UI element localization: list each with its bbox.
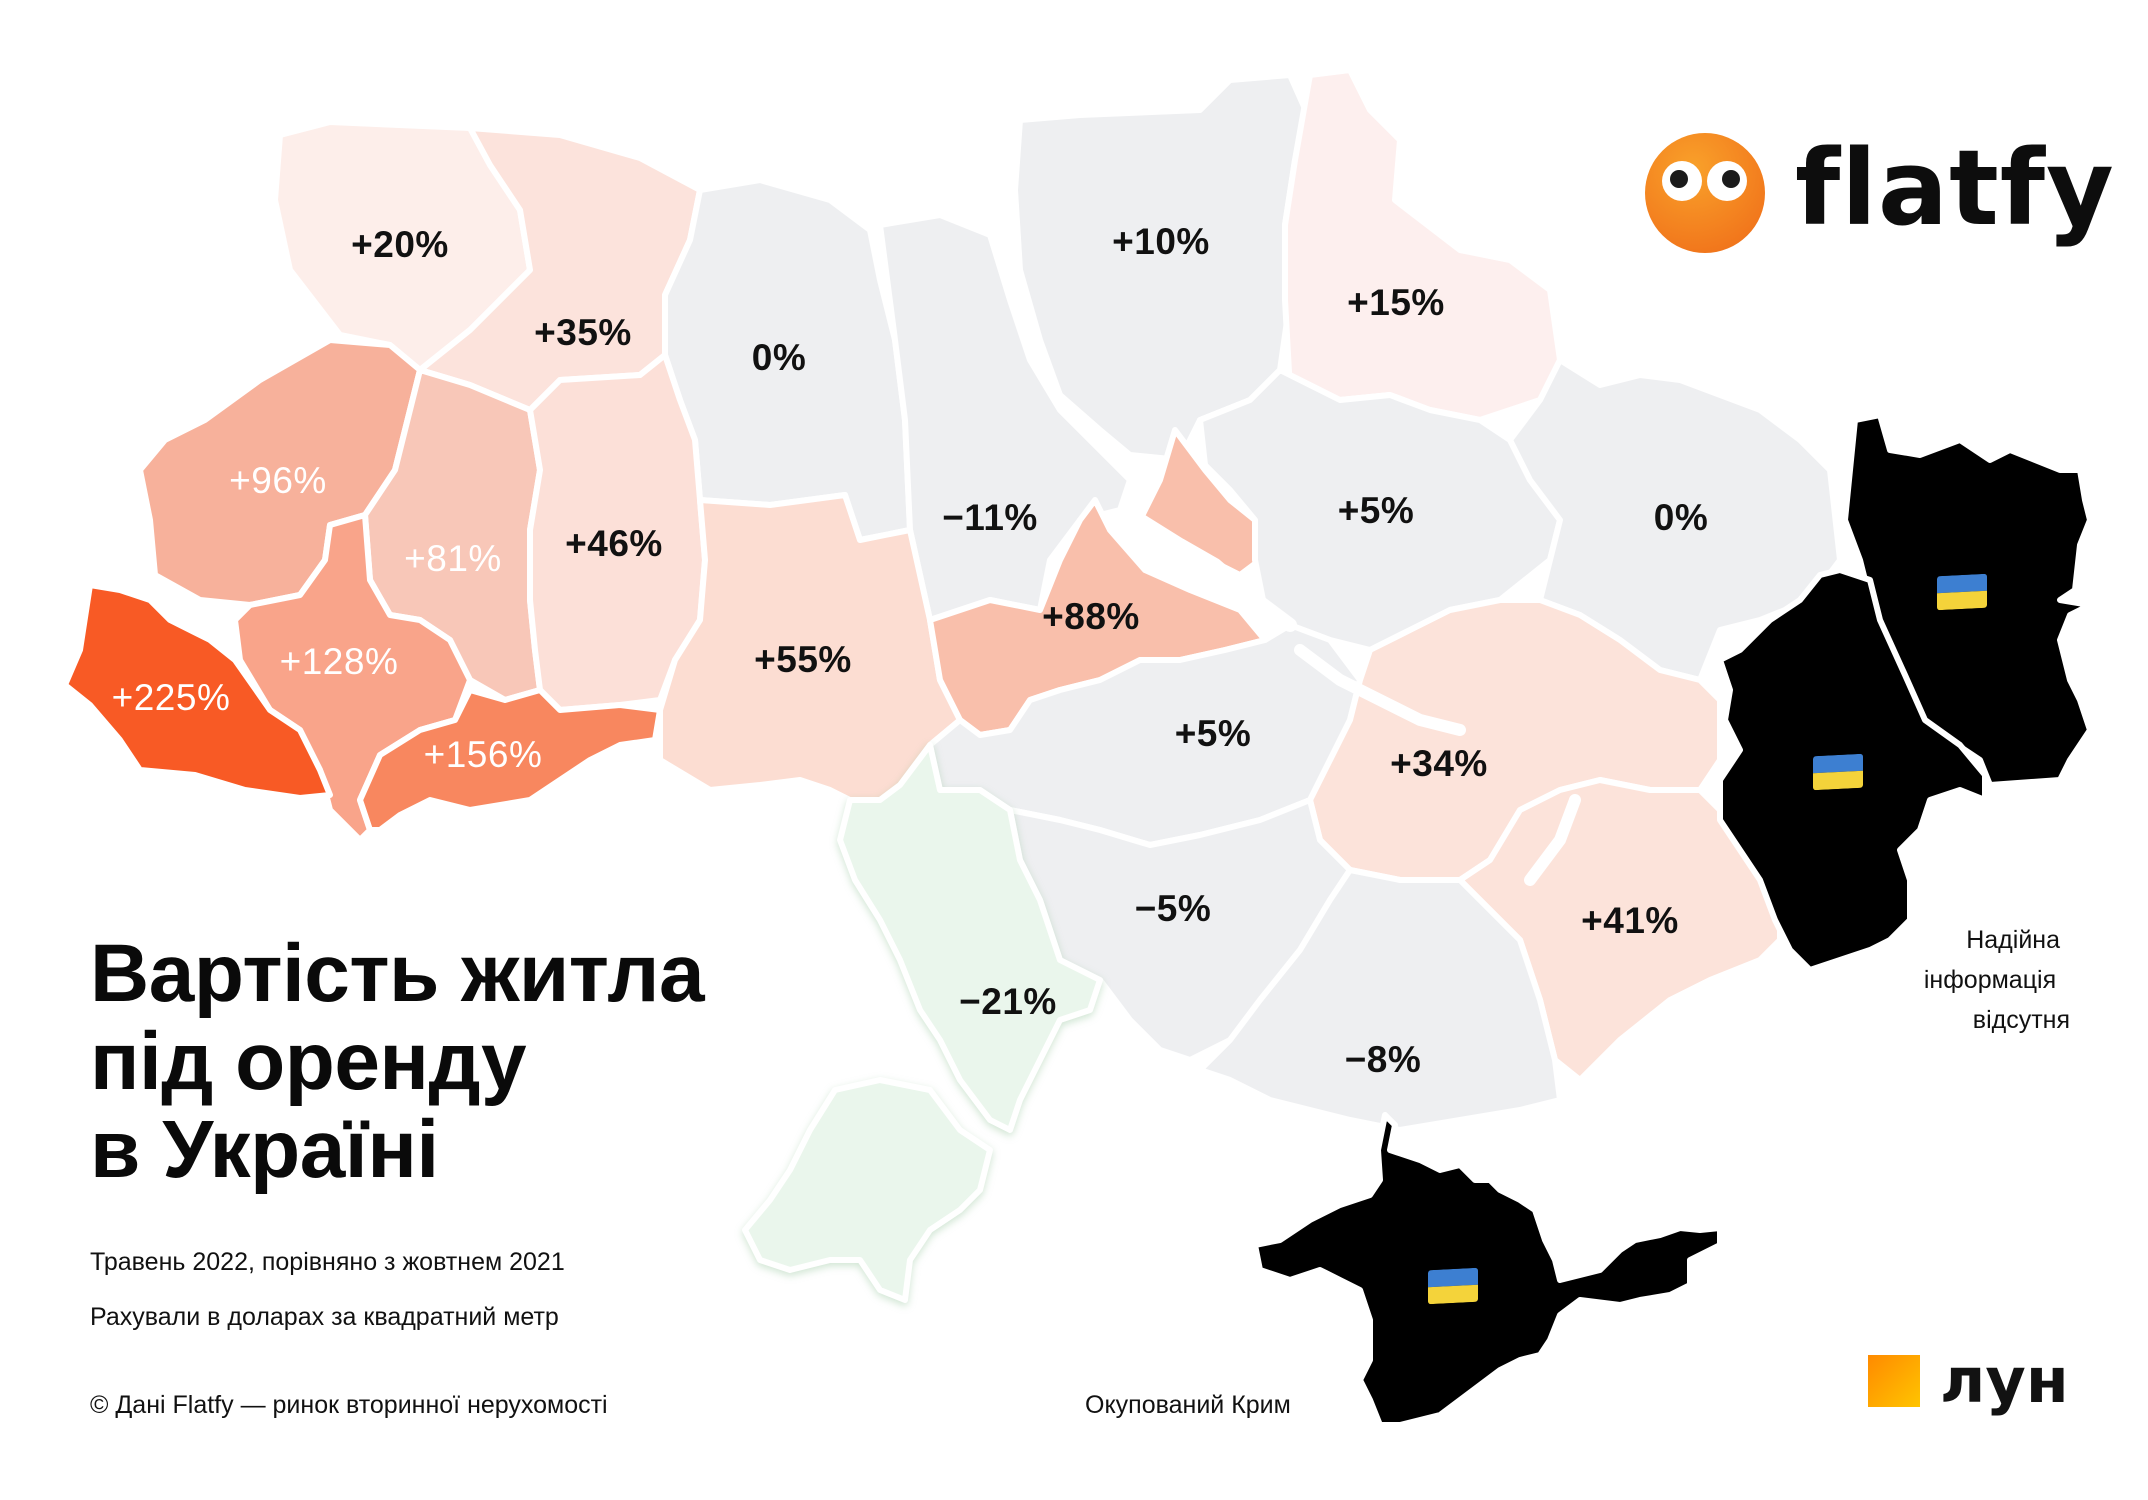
region-odesa — [742, 742, 1103, 1303]
lun-wordmark: лун — [1940, 1344, 2069, 1417]
label-dnipropetrovsk: +34% — [1390, 743, 1488, 784]
label-vinnytsia: +55% — [754, 639, 852, 680]
region-sumy — [1282, 67, 1563, 423]
label-rivne: +35% — [534, 312, 632, 353]
title-line-1: Вартість житла — [90, 928, 705, 1019]
label-odesa: −21% — [959, 981, 1057, 1022]
ukraine-flag-icon — [1937, 573, 1987, 611]
lun-logo: лун — [1868, 1350, 2069, 1412]
no-data-note: Надійна інформація відсутня — [1900, 920, 2080, 1040]
region-zakarpattia — [62, 582, 333, 801]
label-lviv: +96% — [229, 460, 327, 501]
label-cherkasy: +88% — [1042, 596, 1140, 637]
label-zaporizhzhia: +41% — [1581, 900, 1679, 941]
page-title: Вартість житла під оренду в Україні — [90, 928, 705, 1195]
label-ternopil: +81% — [404, 538, 502, 579]
label-kirovohrad: +5% — [1174, 713, 1252, 754]
region-kharkiv — [1507, 357, 1843, 683]
label-chernihiv: +10% — [1112, 221, 1210, 262]
crimea-note: Окупований Крим — [1085, 1391, 1291, 1419]
label-khmelnytskyi: +46% — [565, 523, 663, 564]
flatfy-logo: flatfy — [1645, 133, 2115, 253]
label-poltava: +5% — [1337, 490, 1415, 531]
label-chernivtsi: +156% — [423, 734, 543, 775]
label-mykolaiv: −5% — [1134, 888, 1212, 929]
ukraine-flag-icon — [1813, 753, 1863, 791]
label-kharkiv: 0% — [1653, 497, 1709, 538]
lun-square-icon — [1868, 1355, 1920, 1407]
label-volyn: +20% — [351, 224, 449, 265]
title-line-2: під оренду — [90, 1016, 527, 1107]
label-kherson: −8% — [1344, 1039, 1422, 1080]
source-credit: © Дані Flatfy — ринок вторинної нерухомо… — [90, 1391, 608, 1419]
region-kherson — [1197, 867, 1563, 1133]
label-zakarpattia: +225% — [111, 677, 231, 718]
label-ivano-frankivsk: +128% — [279, 641, 399, 682]
no-data-line-1: Надійна — [1966, 926, 2060, 954]
flatfy-mascot-icon — [1645, 133, 1765, 253]
ukraine-flag-icon — [1428, 1267, 1478, 1305]
label-kyiv: −11% — [942, 497, 1038, 538]
subtitle-period: Травень 2022, порівняно з жовтнем 2021 — [90, 1248, 565, 1276]
flatfy-wordmark: flatfy — [1795, 127, 2115, 249]
label-zhytomyr: 0% — [751, 337, 807, 378]
title-line-3: в Україні — [90, 1104, 439, 1195]
no-data-line-2: інформація — [1923, 966, 2057, 994]
region-chernivtsi — [357, 687, 663, 833]
region-crimea — [1252, 1112, 1723, 1428]
label-sumy: +15% — [1347, 282, 1445, 323]
subtitle-unit: Рахували в доларах за квадратний метр — [90, 1303, 559, 1331]
no-data-line-3: відсутня — [1972, 1006, 2070, 1034]
